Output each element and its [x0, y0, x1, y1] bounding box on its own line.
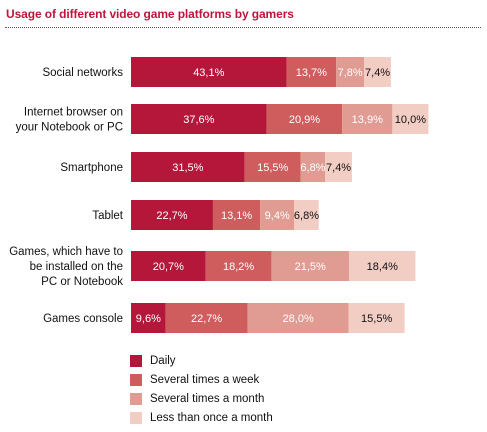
data-label: 28,0%	[283, 313, 314, 325]
legend-item: Less than once a month	[130, 408, 273, 427]
category-label: Social networks	[42, 67, 123, 79]
bar-segment	[349, 251, 416, 281]
category-label-line: Games console	[43, 313, 123, 325]
data-label: 31,5%	[172, 162, 203, 174]
data-label: 22,7%	[191, 313, 222, 325]
legend-swatch	[130, 392, 142, 405]
category-label-line: Games, which have to	[9, 246, 123, 258]
category-label-line: Smartphone	[60, 162, 123, 174]
bar-segment	[131, 104, 267, 134]
bar-segment	[342, 104, 393, 134]
data-label: 13,9%	[352, 114, 383, 126]
data-label: 9,4%	[265, 210, 290, 222]
data-label: 13,7%	[296, 67, 327, 79]
data-label: 7,4%	[365, 67, 390, 79]
category-label-line: be installed on the	[30, 261, 123, 273]
data-label: 15,5%	[361, 313, 392, 325]
bar-segment	[266, 104, 343, 134]
category-label-line: your Notebook or PC	[16, 122, 123, 134]
data-label: 9,6%	[136, 313, 161, 325]
bar-segment	[244, 152, 301, 182]
data-label: 18,4%	[367, 261, 398, 273]
data-label: 20,9%	[289, 114, 320, 126]
data-label: 6,8%	[294, 210, 319, 222]
data-label: 7,4%	[326, 162, 351, 174]
bar-segment	[348, 303, 405, 333]
category-label-line: Social networks	[42, 67, 123, 79]
bar-segment	[260, 200, 295, 230]
legend-item: Several times a week	[130, 370, 273, 389]
bar-segment	[286, 57, 337, 87]
legend-swatch	[130, 411, 142, 424]
legend-item: Several times a month	[130, 389, 273, 408]
data-label: 6,8%	[300, 162, 325, 174]
bar-segment	[392, 104, 429, 134]
bar-segment	[165, 303, 248, 333]
data-label: 21,5%	[295, 261, 326, 273]
bar-segment	[364, 57, 391, 87]
legend-swatch	[130, 354, 142, 367]
data-label: 7,8%	[338, 67, 363, 79]
category-label-line: PC or Notebook	[41, 276, 123, 288]
category-label-line: Tablet	[92, 210, 123, 222]
data-label: 22,7%	[156, 210, 187, 222]
legend-swatch	[130, 373, 142, 386]
bar-segment	[300, 152, 326, 182]
title-divider	[5, 27, 481, 28]
category-label: Games, which have to be installed on the P…	[9, 246, 123, 288]
category-label-line: Internet browser on	[24, 107, 123, 119]
chart-legend: Daily Several times a week Several times a…	[130, 351, 273, 427]
legend-item: Daily	[130, 351, 273, 370]
category-label: Games console	[43, 313, 123, 325]
bar-segment	[212, 200, 261, 230]
bar-segment	[131, 303, 166, 333]
legend-label: Daily	[150, 354, 176, 367]
data-label: 43,1%	[193, 67, 224, 79]
bar-segment	[247, 303, 349, 333]
legend-label: Less than once a month	[150, 411, 273, 424]
data-label: 20,7%	[153, 261, 184, 273]
data-label: 15,5%	[257, 162, 288, 174]
bar-segment	[271, 251, 350, 281]
data-label: 10,0%	[395, 114, 426, 126]
bar-segment	[336, 57, 365, 87]
category-label: Tablet	[92, 210, 123, 222]
category-label: Smartphone	[60, 162, 123, 174]
bar-segment	[205, 251, 272, 281]
bar-segment	[131, 200, 213, 230]
chart-title: Usage of different video game platforms …	[6, 7, 294, 21]
data-label: 13,1%	[221, 210, 252, 222]
category-label: Internet browser on your Notebook or PC	[16, 107, 123, 134]
bar-segment	[325, 152, 352, 182]
legend-label: Several times a month	[150, 392, 265, 405]
stacked-bar-chart: Social networks 43,1% 13,7% 7,8% 7,4%Interne…	[9, 57, 429, 333]
bar-segment	[131, 57, 287, 87]
bar-segment	[131, 251, 206, 281]
bar-segment	[131, 152, 245, 182]
data-label: 18,2%	[223, 261, 254, 273]
legend-label: Several times a week	[150, 373, 260, 386]
bar-segment	[294, 200, 319, 230]
data-label: 37,6%	[183, 114, 214, 126]
